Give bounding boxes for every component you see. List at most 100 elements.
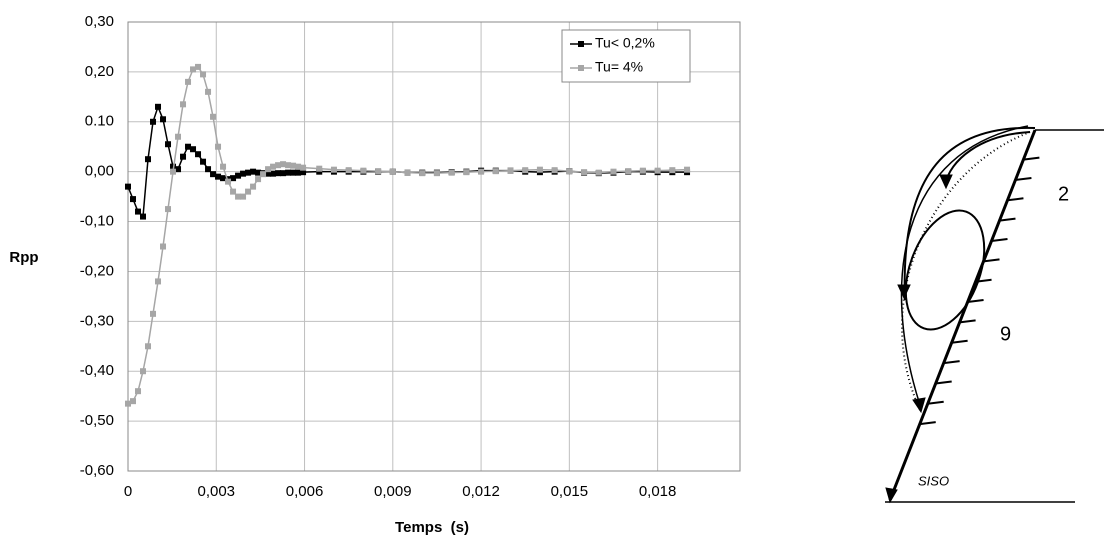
marker bbox=[170, 168, 177, 175]
marker bbox=[280, 170, 287, 177]
y-tick-label: -0,20 bbox=[80, 262, 114, 279]
marker bbox=[130, 196, 137, 203]
marker bbox=[255, 176, 262, 183]
marker bbox=[205, 88, 212, 95]
marker bbox=[240, 170, 247, 177]
marker bbox=[150, 310, 157, 317]
marker bbox=[285, 169, 292, 176]
diagram-label: 9 bbox=[1000, 323, 1011, 345]
marker bbox=[200, 158, 207, 165]
marker bbox=[200, 71, 207, 78]
marker bbox=[175, 133, 182, 140]
marker bbox=[684, 166, 691, 173]
y-tick-label: 0.10 bbox=[85, 113, 114, 130]
marker bbox=[250, 168, 257, 175]
marker bbox=[389, 168, 396, 175]
marker bbox=[260, 171, 267, 178]
marker bbox=[245, 188, 252, 195]
marker bbox=[220, 163, 227, 170]
legend-box bbox=[561, 29, 691, 83]
wall-line bbox=[888, 129, 1037, 501]
y-tick-label: 0,00 bbox=[85, 163, 114, 180]
marker bbox=[639, 167, 646, 174]
hash-mark bbox=[919, 421, 936, 426]
x-tick-label: 0,003 bbox=[197, 483, 235, 500]
marker bbox=[135, 388, 142, 395]
marker bbox=[230, 188, 237, 195]
y-tick-label: -0,60 bbox=[80, 462, 114, 479]
marker bbox=[463, 169, 470, 176]
marker bbox=[245, 169, 252, 176]
x-axis-label: Temps (s) bbox=[395, 519, 469, 536]
hash-mark bbox=[983, 258, 1000, 263]
marker bbox=[566, 168, 573, 175]
y-tick-label: 0,30 bbox=[85, 13, 114, 30]
arc-dotted bbox=[901, 131, 1031, 411]
marker bbox=[210, 113, 217, 120]
marker bbox=[522, 167, 529, 174]
marker bbox=[265, 166, 272, 173]
marker bbox=[230, 175, 237, 182]
marker bbox=[190, 66, 197, 73]
x-tick-label: 0,012 bbox=[462, 483, 500, 500]
x-tick-label: 0,018 bbox=[639, 483, 677, 500]
marker bbox=[610, 168, 617, 175]
diagram-label: SISO bbox=[918, 473, 949, 488]
marker bbox=[275, 170, 282, 177]
marker bbox=[235, 172, 242, 179]
marker bbox=[654, 167, 661, 174]
marker bbox=[250, 183, 257, 190]
vortex-loop bbox=[904, 209, 986, 331]
hash-mark bbox=[951, 339, 968, 344]
marker bbox=[551, 167, 558, 174]
hash-mark bbox=[967, 299, 984, 304]
legend-label: Tu< 0,2% bbox=[595, 35, 655, 51]
marker bbox=[478, 168, 485, 175]
y-tick-label: 0,20 bbox=[85, 63, 114, 80]
diagram: 2 9 SISO bbox=[885, 125, 1104, 504]
legend-marker bbox=[578, 41, 584, 47]
marker bbox=[581, 169, 588, 176]
marker bbox=[210, 171, 217, 178]
marker bbox=[160, 116, 167, 123]
marker bbox=[669, 167, 676, 174]
marker bbox=[295, 169, 302, 176]
marker bbox=[240, 193, 247, 200]
marker bbox=[290, 162, 297, 169]
marker bbox=[225, 178, 232, 185]
marker bbox=[536, 166, 543, 173]
marker bbox=[220, 175, 227, 182]
marker bbox=[595, 169, 602, 176]
marker bbox=[140, 368, 147, 375]
marker bbox=[165, 206, 172, 213]
hash-mark bbox=[1023, 156, 1040, 161]
hash-mark bbox=[999, 217, 1016, 222]
plot-frame bbox=[127, 21, 741, 472]
marker bbox=[265, 170, 272, 177]
hash-mark bbox=[1007, 197, 1024, 202]
hash-mark bbox=[1015, 176, 1032, 181]
legend-label: Tu= 4% bbox=[595, 59, 643, 75]
x-tick-label: 0,009 bbox=[374, 483, 412, 500]
y-tick-label: -0,10 bbox=[80, 213, 114, 230]
marker bbox=[205, 166, 212, 173]
y-tick-label: -0,30 bbox=[80, 312, 114, 329]
y-axis-label: Rpp bbox=[9, 249, 38, 266]
marker bbox=[185, 78, 192, 85]
marker bbox=[448, 169, 455, 176]
marker bbox=[270, 163, 277, 170]
hash-mark bbox=[959, 319, 976, 324]
y-tick-label: -0,50 bbox=[80, 412, 114, 429]
hash-mark bbox=[935, 380, 952, 385]
marker bbox=[185, 143, 192, 150]
hash-mark bbox=[991, 238, 1008, 242]
x-tick-label: 0 bbox=[124, 483, 132, 500]
marker bbox=[125, 400, 131, 407]
marker bbox=[215, 173, 222, 180]
marker bbox=[433, 170, 440, 177]
marker bbox=[280, 161, 287, 168]
marker bbox=[145, 343, 152, 350]
marker bbox=[180, 101, 187, 108]
diagram-label: 2 bbox=[1058, 183, 1069, 205]
